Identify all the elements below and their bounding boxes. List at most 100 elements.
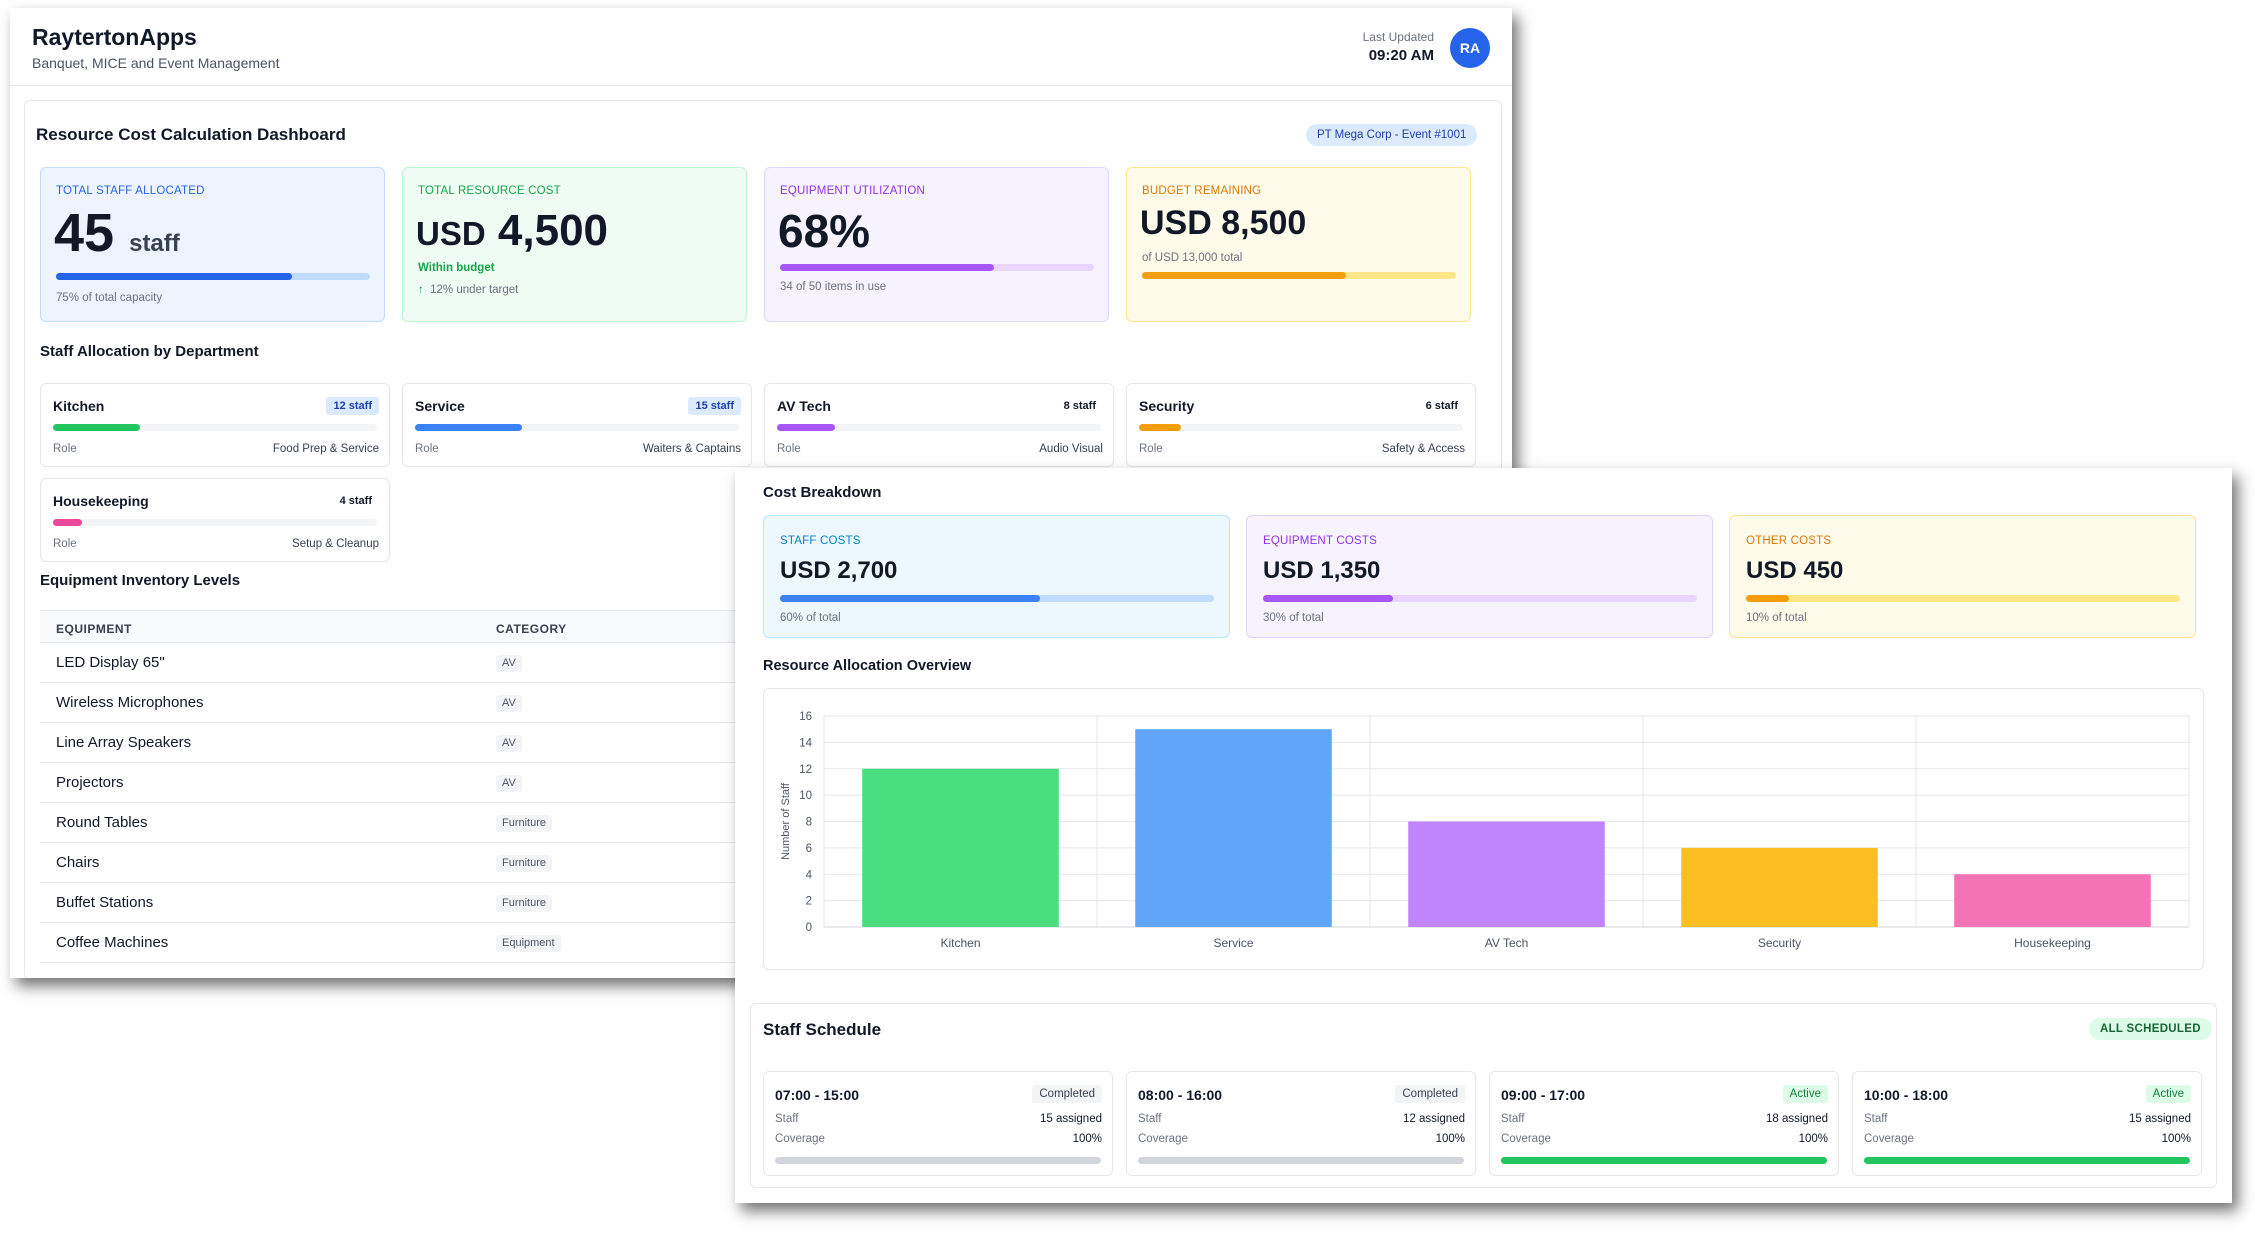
y-tick-label: 14 bbox=[799, 737, 812, 749]
shift-card[interactable]: 08:00 - 16:00 Completed Staff 12 assigned Co… bbox=[1126, 1071, 1476, 1176]
equipment-name: Coffee Machines bbox=[56, 934, 169, 951]
cost-label: OTHER COSTS bbox=[1746, 535, 1832, 547]
table-row[interactable]: Projectors AV bbox=[40, 763, 750, 803]
role-value: Audio Visual bbox=[1039, 443, 1103, 455]
avatar[interactable]: RA bbox=[1450, 28, 1490, 68]
department-card[interactable]: AV Tech 8 staff Role Audio Visual bbox=[764, 383, 1114, 467]
cost-card-staff: STAFF COSTS USD 2,700 60% of total bbox=[763, 515, 1230, 638]
equipment-name: Chairs bbox=[56, 854, 100, 871]
cost-card-other: OTHER COSTS USD 450 10% of total bbox=[1729, 515, 2196, 638]
category-tag: AV bbox=[496, 695, 522, 712]
resource-allocation-chart: 0 2 4 6 8 10 12 14 16 Kitchen Service AV Tech Securi… bbox=[780, 711, 2190, 950]
assigned-count: 15 assigned bbox=[2128, 1113, 2191, 1125]
shift-card[interactable]: 09:00 - 17:00 Active Staff 18 assigned Cover… bbox=[1489, 1071, 1839, 1176]
bar-av-tech[interactable] bbox=[1408, 821, 1605, 928]
shift-status-badge: Active bbox=[2145, 1085, 2191, 1103]
schedule-title: Staff Schedule bbox=[763, 1020, 882, 1039]
x-tick-label: AV Tech bbox=[1485, 936, 1529, 950]
role-value: Safety & Access bbox=[1381, 443, 1465, 455]
kpi-value: 68% bbox=[778, 205, 871, 257]
department-progress-fill bbox=[53, 424, 141, 431]
role-value: Setup & Cleanup bbox=[292, 538, 379, 550]
kpi-progress-fill bbox=[780, 264, 994, 271]
category-tag: Furniture bbox=[496, 815, 553, 832]
category-tag: AV bbox=[496, 735, 522, 752]
department-name: AV Tech bbox=[777, 398, 831, 414]
cost-value: USD 2,700 bbox=[780, 557, 898, 584]
kpi-progress-fill bbox=[1142, 272, 1347, 279]
column-header-category[interactable]: CATEGORY bbox=[496, 622, 567, 636]
table-header: EQUIPMENT CATEGORY bbox=[40, 611, 750, 643]
kpi-value: USD 8,500 bbox=[1140, 204, 1306, 243]
table-row[interactable]: Round Tables Furniture bbox=[40, 803, 750, 843]
table-row[interactable]: Coffee Machines Equipment bbox=[40, 923, 750, 963]
assigned-count: 15 assigned bbox=[1039, 1113, 1102, 1125]
shift-status-badge: Completed bbox=[1032, 1085, 1102, 1103]
table-row[interactable]: Line Array Speakers AV bbox=[40, 723, 750, 763]
bar-security[interactable] bbox=[1681, 847, 1878, 927]
category-tag: Furniture bbox=[496, 855, 553, 872]
staff-label: Staff bbox=[1864, 1113, 1888, 1125]
bar-housekeeping[interactable] bbox=[1954, 874, 2151, 927]
inventory-table: EQUIPMENT CATEGORY LED Display 65" AV Wire… bbox=[40, 610, 750, 963]
last-updated-label: Last Updated bbox=[1362, 30, 1434, 44]
table-row[interactable]: Chairs Furniture bbox=[40, 843, 750, 883]
department-count-badge: 8 staff bbox=[1056, 397, 1103, 415]
shift-time: 10:00 - 18:00 bbox=[1864, 1087, 1949, 1103]
kpi-total-resource-cost: TOTAL RESOURCE COST USD 4,500 Within bud… bbox=[402, 167, 747, 322]
department-card[interactable]: Service 15 staff Role Waiters & Captains bbox=[402, 383, 752, 467]
shift-time: 07:00 - 15:00 bbox=[775, 1087, 860, 1103]
bar-kitchen[interactable] bbox=[862, 768, 1059, 927]
shift-time: 08:00 - 16:00 bbox=[1138, 1087, 1223, 1103]
department-progress-fill bbox=[53, 519, 83, 526]
staff-allocation-title: Staff Allocation by Department bbox=[40, 343, 259, 360]
column-header-equipment[interactable]: EQUIPMENT bbox=[56, 622, 132, 636]
department-progress-bar bbox=[1139, 424, 1463, 431]
kpi-progress-fill bbox=[56, 273, 292, 280]
kpi-label: TOTAL STAFF ALLOCATED bbox=[56, 185, 205, 197]
y-tick-label: 16 bbox=[799, 711, 812, 723]
category-tag: Furniture bbox=[496, 895, 553, 912]
department-count-badge: 12 staff bbox=[326, 397, 379, 415]
department-card[interactable]: Kitchen 12 staff Role Food Prep & Service bbox=[40, 383, 390, 467]
department-progress-fill bbox=[777, 424, 836, 431]
department-count-badge: 4 staff bbox=[332, 492, 379, 510]
shift-status-badge: Completed bbox=[1395, 1085, 1465, 1103]
table-row[interactable]: LED Display 65" AV bbox=[40, 643, 750, 683]
staff-label: Staff bbox=[1501, 1113, 1525, 1125]
shift-card[interactable]: 07:00 - 15:00 Completed Staff 15 assigned Co… bbox=[763, 1071, 1113, 1176]
brand-name[interactable]: RaytertonApps bbox=[32, 24, 197, 50]
coverage-label: Coverage bbox=[1138, 1133, 1188, 1145]
y-tick-label: 10 bbox=[799, 790, 812, 802]
department-card[interactable]: Security 6 staff Role Safety & Access bbox=[1126, 383, 1476, 467]
department-progress-bar bbox=[777, 424, 1101, 431]
kpi-trend: ↑ 12% under target bbox=[418, 284, 518, 296]
kpi-progress-bar bbox=[56, 273, 370, 280]
role-label: Role bbox=[777, 443, 801, 455]
bar-service[interactable] bbox=[1135, 729, 1332, 927]
kpi-equipment-utilization: EQUIPMENT UTILIZATION 68% 34 of 50 items… bbox=[764, 167, 1109, 322]
role-value: Waiters & Captains bbox=[643, 443, 741, 455]
coverage-label: Coverage bbox=[1501, 1133, 1551, 1145]
shift-card[interactable]: 10:00 - 18:00 Active Staff 15 assigned Cover… bbox=[1852, 1071, 2202, 1176]
event-chip[interactable]: PT Mega Corp - Event #1001 bbox=[1306, 124, 1478, 146]
coverage-label: Coverage bbox=[775, 1133, 825, 1145]
department-card[interactable]: Housekeeping 4 staff Role Setup & Cleanup bbox=[40, 478, 390, 562]
cost-value: USD 450 bbox=[1746, 557, 1844, 584]
inventory-title: Equipment Inventory Levels bbox=[40, 572, 241, 589]
department-name: Security bbox=[1139, 398, 1195, 414]
assigned-count: 18 assigned bbox=[1765, 1113, 1828, 1125]
cost-progress-fill bbox=[1746, 595, 1790, 602]
role-label: Role bbox=[53, 443, 77, 455]
cost-progress-bar bbox=[1746, 595, 2180, 602]
table-row[interactable]: Wireless Microphones AV bbox=[40, 683, 750, 723]
kpi-note: of USD 13,000 total bbox=[1142, 252, 1243, 264]
kpi-unit: staff bbox=[129, 230, 180, 257]
department-progress-bar bbox=[53, 424, 377, 431]
coverage-value: 100% bbox=[2161, 1133, 2191, 1145]
coverage-value: 100% bbox=[1798, 1133, 1828, 1145]
coverage-bar bbox=[1501, 1157, 1827, 1164]
table-row[interactable]: Buffet Stations Furniture bbox=[40, 883, 750, 923]
cost-progress-fill bbox=[1263, 595, 1394, 602]
y-tick-label: 6 bbox=[806, 843, 812, 855]
